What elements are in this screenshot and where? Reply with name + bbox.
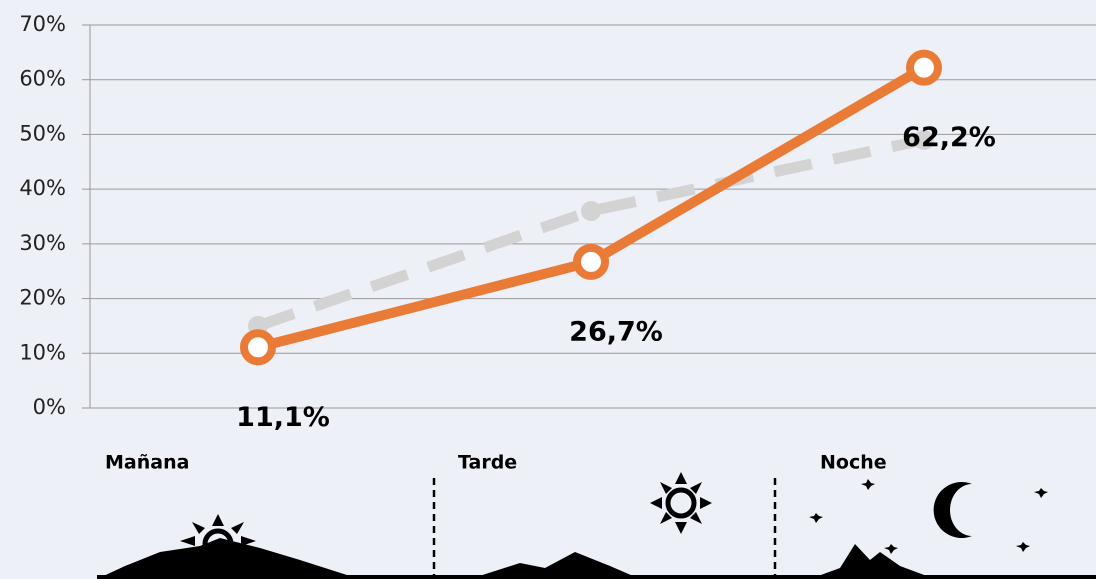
y-tick-label: 50%	[19, 121, 66, 145]
stars	[809, 479, 1048, 554]
hill	[470, 552, 640, 579]
y-tick-label: 0%	[33, 395, 66, 419]
y-tick-label: 10%	[19, 340, 66, 364]
y-tick-label: 30%	[19, 231, 66, 255]
scene	[97, 472, 1096, 579]
point	[240, 329, 276, 366]
data-label: 62,2%	[902, 122, 996, 153]
rising-sun	[180, 514, 256, 560]
point	[906, 49, 942, 86]
category-label: Tarde	[458, 452, 517, 474]
category-label: Mañana	[105, 452, 189, 474]
data-label: 11,1%	[236, 402, 330, 433]
hill	[810, 544, 935, 579]
point	[581, 201, 601, 222]
sun	[650, 472, 712, 534]
y-tick-label: 20%	[19, 286, 66, 310]
category-label: Noche	[820, 452, 887, 474]
hill	[97, 538, 360, 579]
y-tick-label: 70%	[19, 12, 66, 36]
y-tick-label: 40%	[19, 176, 66, 200]
point	[573, 243, 609, 280]
y-tick-label: 60%	[19, 67, 66, 91]
moon	[933, 482, 972, 538]
data-label: 26,7%	[569, 316, 663, 347]
point	[914, 129, 934, 150]
